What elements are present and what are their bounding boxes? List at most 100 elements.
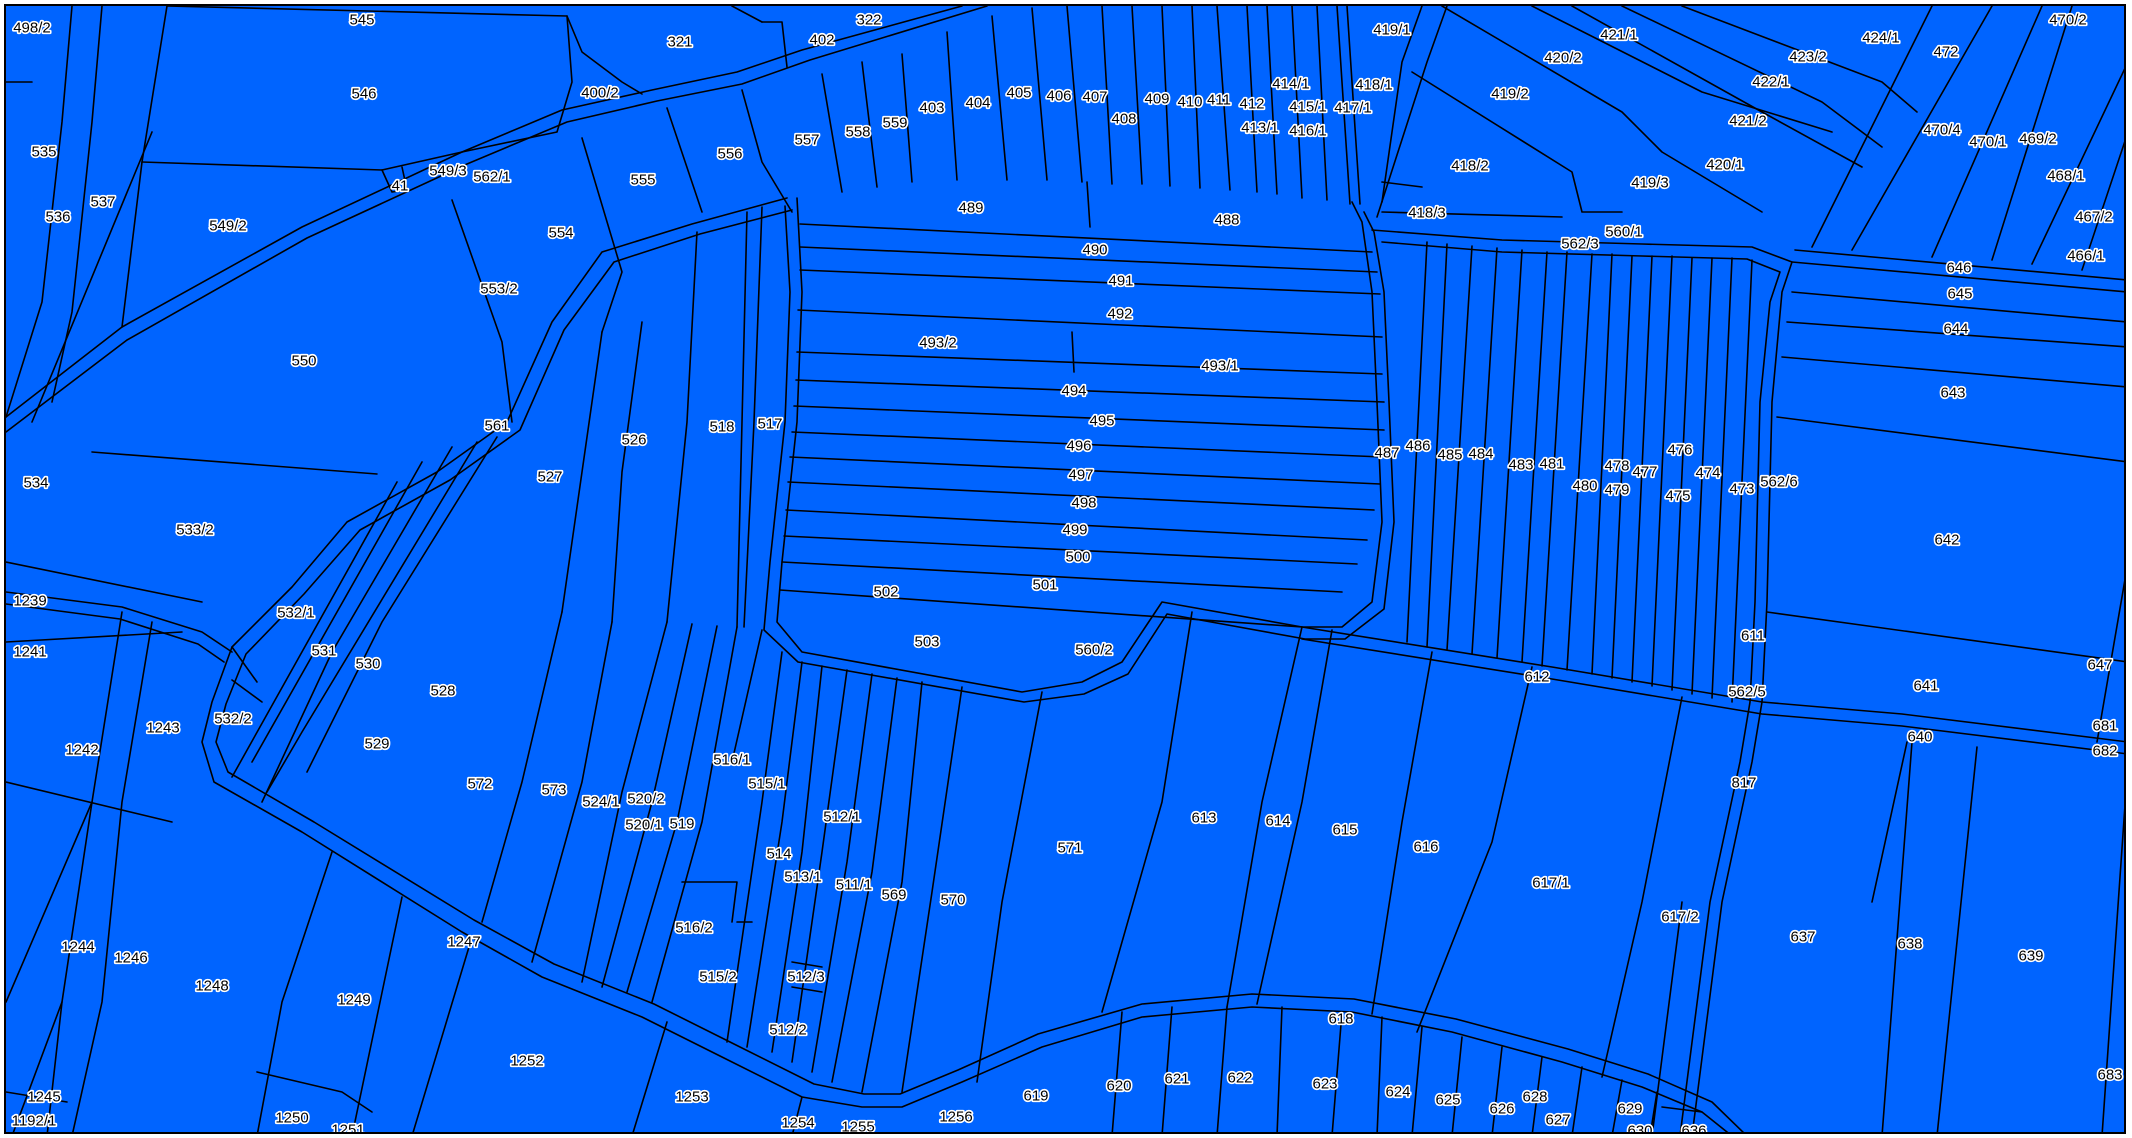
parcel-label[interactable]: 420/1 [1705,155,1746,175]
parcel-label[interactable]: 486 [1404,436,1432,456]
parcel-label[interactable]: 514 [765,844,793,864]
parcel-label[interactable]: 1253 [674,1087,711,1107]
parcel-label[interactable]: 546 [350,84,378,104]
parcel-label[interactable]: 410 [1176,92,1204,112]
parcel-label[interactable]: 562/3 [1560,234,1601,254]
parcel-label[interactable]: 498/2 [12,18,53,38]
parcel-label[interactable]: 617/2 [1660,907,1701,927]
parcel-label[interactable]: 1254 [780,1113,817,1132]
parcel-label[interactable]: 1192/1 [10,1111,58,1131]
parcel-label[interactable]: 553/2 [479,279,520,299]
parcel-label[interactable]: 1256 [938,1107,975,1127]
parcel-label[interactable]: 569 [880,885,908,905]
parcel-label[interactable]: 557 [793,130,821,150]
parcel-label[interactable]: 645 [1946,284,1974,304]
parcel-label[interactable]: 469/2 [2018,129,2059,149]
parcel-label[interactable]: 517 [756,414,784,434]
parcel-label[interactable]: 418/1 [1354,75,1395,95]
parcel-label[interactable]: 681 [2091,716,2119,736]
parcel-label[interactable]: 628 [1521,1087,1549,1107]
parcel-label[interactable]: 473 [1728,479,1756,499]
parcel-label[interactable]: 625 [1434,1090,1462,1110]
parcel-label[interactable]: 619 [1022,1086,1050,1106]
parcel-label[interactable]: 1246 [113,948,150,968]
parcel-label[interactable]: 550 [290,351,318,371]
parcel-label[interactable]: 501 [1031,575,1059,595]
parcel-label[interactable]: 407 [1081,87,1109,107]
parcel-label[interactable]: 321 [666,32,694,52]
parcel-label[interactable]: 1247 [446,932,483,952]
parcel-label[interactable]: 414/1 [1271,74,1312,94]
parcel-label[interactable]: 614 [1264,811,1292,831]
parcel-label[interactable]: 515/2 [698,967,739,987]
parcel-label[interactable]: 534 [22,473,50,493]
parcel-label[interactable]: 516/2 [674,918,715,938]
parcel-label[interactable]: 493/2 [918,333,959,353]
parcel-label[interactable]: 494 [1060,381,1088,401]
parcel-label[interactable]: 419/2 [1490,84,1531,104]
parcel-label[interactable]: 492 [1106,304,1134,324]
parcel-label[interactable]: 613 [1190,808,1218,828]
parcel-label[interactable]: 421/2 [1728,111,1769,131]
parcel-label[interactable]: 502 [872,582,900,602]
parcel-label[interactable]: 420/2 [1543,48,1584,68]
parcel-label[interactable]: 562/1 [472,167,513,187]
parcel-label[interactable]: 512/2 [768,1020,809,1040]
parcel-label[interactable]: 1243 [145,718,182,738]
parcel-label[interactable]: 400/2 [580,83,621,103]
parcel-label[interactable]: 1255 [840,1117,877,1135]
parcel-label[interactable]: 415/1 [1288,97,1329,117]
parcel-label[interactable]: 621 [1163,1069,1191,1089]
parcel-label[interactable]: 638 [1896,934,1924,954]
parcel-label[interactable]: 424/1 [1861,28,1902,48]
parcel-label[interactable]: 623 [1311,1074,1339,1094]
parcel-label[interactable]: 1251 [330,1120,367,1135]
parcel-label[interactable]: 495 [1088,411,1116,431]
parcel-label[interactable]: 620 [1105,1076,1133,1096]
parcel-label[interactable]: 615 [1331,820,1359,840]
parcel-label[interactable]: 617/1 [1531,873,1572,893]
parcel-label[interactable]: 573 [540,780,568,800]
parcel-label[interactable]: 519 [668,814,696,834]
parcel-label[interactable]: 1245 [26,1087,63,1107]
parcel-label[interactable]: 627 [1544,1110,1572,1130]
parcel-label[interactable]: 556 [716,144,744,164]
parcel-label[interactable]: 562/6 [1759,472,1800,492]
parcel-label[interactable]: 406 [1045,86,1073,106]
parcel-label[interactable]: 470/2 [2048,10,2089,30]
parcel-label[interactable]: 683 [2096,1065,2124,1085]
parcel-label[interactable]: 516/1 [712,750,753,770]
parcel-label[interactable]: 643 [1939,383,1967,403]
parcel-label[interactable]: 532/1 [276,603,317,623]
parcel-label[interactable]: 545 [348,10,376,30]
parcel-label[interactable]: 489 [957,198,985,218]
parcel-label[interactable]: 512/1 [822,807,863,827]
parcel-label[interactable]: 618 [1327,1009,1355,1029]
parcel-label[interactable]: 817 [1730,773,1758,793]
parcel-label[interactable]: 41 [390,176,410,196]
parcel-label[interactable]: 479 [1603,480,1631,500]
parcel-label[interactable]: 532/2 [213,709,254,729]
parcel-label[interactable]: 644 [1942,319,1970,339]
parcel-label[interactable]: 472 [1932,42,1960,62]
parcel-label[interactable]: 405 [1005,83,1033,103]
parcel-label[interactable]: 412 [1238,94,1266,114]
parcel-label[interactable]: 531 [310,641,338,661]
parcel-label[interactable]: 611 [1739,626,1766,646]
parcel-label[interactable]: 1249 [336,990,373,1010]
parcel-label[interactable]: 549/2 [208,216,249,236]
parcel-label[interactable]: 476 [1666,440,1694,460]
parcel-label[interactable]: 485 [1436,445,1464,465]
parcel-label[interactable]: 1248 [194,976,231,996]
parcel-label[interactable]: 470/4 [1922,120,1963,140]
parcel-label[interactable]: 637 [1789,927,1817,947]
parcel-label[interactable]: 537 [89,192,117,212]
parcel-label[interactable]: 630 [1626,1121,1654,1135]
parcel-label[interactable]: 562/5 [1727,682,1768,702]
parcel-label[interactable]: 560/2 [1074,640,1115,660]
parcel-label[interactable]: 629 [1616,1099,1644,1119]
parcel-label[interactable]: 416/1 [1288,121,1329,141]
parcel-label[interactable]: 612 [1523,667,1551,687]
parcel-label[interactable]: 520/2 [626,789,667,809]
parcel-label[interactable]: 535 [30,142,58,162]
